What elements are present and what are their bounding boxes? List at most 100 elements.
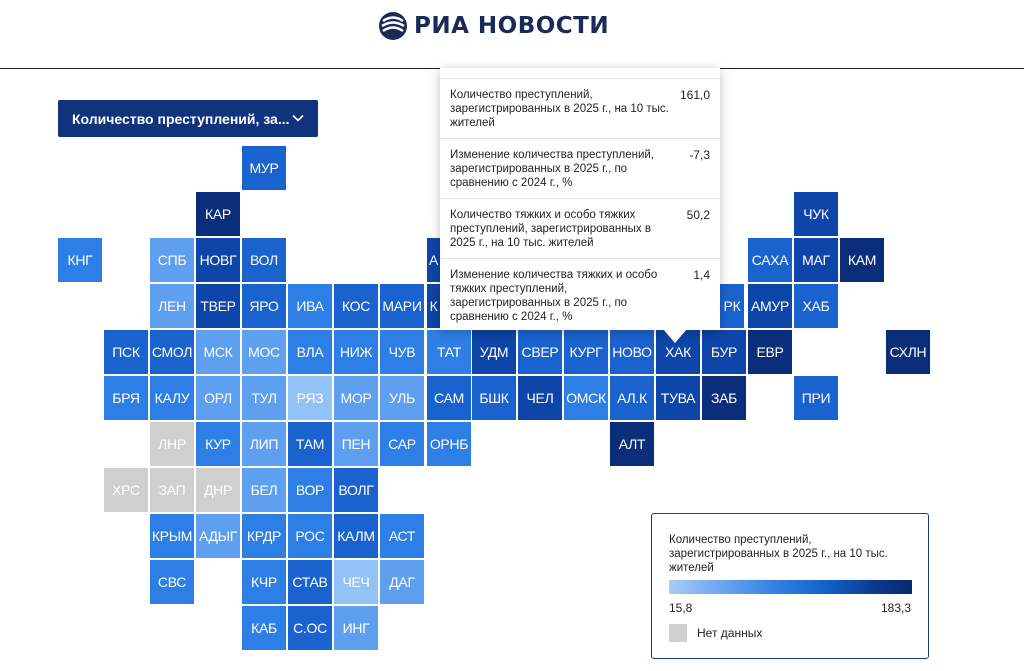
region-tile[interactable]: ПЕН (334, 422, 378, 466)
region-tile[interactable]: А (427, 238, 440, 282)
region-tile[interactable]: САМ (427, 376, 471, 420)
region-tile[interactable]: КАЛМ (334, 514, 378, 558)
region-tile[interactable]: ЗАП (150, 468, 194, 512)
region-tile[interactable]: КЧР (242, 560, 286, 604)
region-tile[interactable]: КАР (196, 192, 240, 236)
region-tile[interactable]: КАМ (840, 238, 884, 282)
region-tile[interactable]: ПСК (104, 330, 148, 374)
region-tile[interactable]: ИНГ (334, 606, 378, 650)
region-tile[interactable]: ТАТ (427, 330, 471, 374)
tooltip-row-value: 161,0 (679, 88, 710, 102)
region-tile[interactable]: БУР (702, 330, 746, 374)
tooltip-row: Изменение количества тяжких и особо тяжк… (440, 258, 720, 331)
region-tile[interactable]: ВОЛ (242, 238, 286, 282)
region-tile[interactable]: МАРИ (380, 284, 424, 328)
legend-title: Количество преступлений, зарегистрирован… (669, 534, 888, 574)
region-tile[interactable]: ЧУК (794, 192, 838, 236)
region-tile[interactable]: РЯЗ (288, 376, 332, 420)
region-tile[interactable]: КУРГ (564, 330, 608, 374)
region-tile[interactable]: ТАМ (288, 422, 332, 466)
region-tile[interactable]: ДНР (196, 468, 240, 512)
region-tile[interactable]: ТВЕР (196, 284, 240, 328)
region-tile[interactable]: НОВО (610, 330, 654, 374)
region-tile[interactable]: АДЫГ (196, 514, 240, 558)
brand-name: РИА НОВОСТИ (414, 13, 610, 39)
region-tile[interactable]: СПБ (150, 238, 194, 282)
indicator-dropdown[interactable]: Количество преступлений, за... (58, 100, 318, 137)
region-tile[interactable]: ЗАБ (702, 376, 746, 420)
region-tile[interactable]: ЧУВ (380, 330, 424, 374)
region-tile[interactable]: КНГ (58, 238, 102, 282)
tooltip-row-label: Изменение количества тяжких и особо тяжк… (450, 269, 658, 323)
ria-logo[interactable]: РИА НОВОСТИ (378, 10, 609, 42)
region-tile[interactable]: ТУВА (656, 376, 700, 420)
region-tile[interactable]: ЧЕЧ (334, 560, 378, 604)
region-tile[interactable]: САР (380, 422, 424, 466)
region-tile[interactable]: МУР (242, 146, 286, 190)
region-tile[interactable]: МОР (334, 376, 378, 420)
region-tile[interactable]: ПРИ (794, 376, 838, 420)
region-tile[interactable]: КУР (196, 422, 240, 466)
region-tile[interactable]: СТАВ (288, 560, 332, 604)
region-tile[interactable]: ОРЛ (196, 376, 240, 420)
region-tile[interactable]: АСТ (380, 514, 424, 558)
region-tile[interactable]: С.ОС (288, 606, 332, 650)
region-tile[interactable]: БШК (472, 376, 516, 420)
region-tile[interactable]: ЯРО (242, 284, 286, 328)
region-tile[interactable]: КАБ (242, 606, 286, 650)
region-tile[interactable]: ХРС (104, 468, 148, 512)
region-tile[interactable]: СВС (150, 560, 194, 604)
region-tile[interactable]: КРДР (242, 514, 286, 558)
region-tile[interactable]: МСК (196, 330, 240, 374)
region-tile[interactable]: МОС (242, 330, 286, 374)
region-tile[interactable]: ТУЛ (242, 376, 286, 420)
region-tile[interactable]: НОВГ (196, 238, 240, 282)
region-tile[interactable]: ЧЕЛ (518, 376, 562, 420)
region-tile[interactable]: КАЛУ (150, 376, 194, 420)
region-tile[interactable]: УДМ (472, 330, 516, 374)
region-tile[interactable]: НИЖ (334, 330, 378, 374)
region-tile[interactable]: АЛ.К (610, 376, 654, 420)
region-tile[interactable]: ВЛА (288, 330, 332, 374)
region-tile[interactable]: КОС (334, 284, 378, 328)
region-tile[interactable]: БЕЛ (242, 468, 286, 512)
region-tile[interactable]: СВЕР (518, 330, 562, 374)
tooltip-row-value: -7,3 (689, 148, 710, 162)
region-tile[interactable]: МАГ (794, 238, 838, 282)
region-tile[interactable]: СХЛН (886, 330, 930, 374)
region-tile[interactable]: РК (720, 284, 744, 328)
region-tile[interactable]: БРЯ (104, 376, 148, 420)
region-tile[interactable]: ЛИП (242, 422, 286, 466)
region-tile[interactable]: АМУР (748, 284, 792, 328)
region-tile[interactable]: РОС (288, 514, 332, 558)
region-tile[interactable]: САХА (748, 238, 792, 282)
ria-logo-icon (379, 12, 407, 40)
region-tile[interactable]: ХАБ (794, 284, 838, 328)
region-tile[interactable]: СМОЛ (150, 330, 194, 374)
region-tile[interactable]: ВОЛГ (334, 468, 378, 512)
tooltip-pointer (663, 329, 687, 343)
region-tile[interactable]: К (427, 284, 440, 328)
region-tile[interactable]: ЛНР (150, 422, 194, 466)
legend-min: 15,8 (669, 601, 693, 615)
region-tile[interactable]: ОМСК (564, 376, 608, 420)
legend-no-data-label: Нет данных (697, 626, 763, 640)
tooltip-row-label: Количество тяжких и особо тяжких преступ… (450, 209, 651, 249)
region-tooltip: Количество преступлений, зарегистрирован… (440, 68, 720, 330)
region-tile[interactable]: АЛТ (610, 422, 654, 466)
region-tile[interactable]: УЛЬ (380, 376, 424, 420)
region-tile[interactable]: ВОР (288, 468, 332, 512)
region-tile[interactable]: ЕВР (748, 330, 792, 374)
region-tile[interactable]: ЛЕН (150, 284, 194, 328)
region-tile[interactable]: ИВА (288, 284, 332, 328)
legend-no-data-swatch (669, 624, 687, 642)
header: РИА НОВОСТИ (0, 0, 1024, 69)
tooltip-row-value: 1,4 (693, 268, 710, 282)
legend-max: 183,3 (880, 601, 911, 615)
tooltip-row-label: Количество преступлений, зарегистрирован… (450, 89, 669, 129)
region-tile[interactable]: ОРНБ (427, 422, 471, 466)
region-tile[interactable]: КРЫМ (150, 514, 194, 558)
tooltip-row: Количество преступлений, зарегистрирован… (440, 78, 720, 139)
region-tile[interactable]: ДАГ (380, 560, 424, 604)
tooltip-row-label: Изменение количества преступлений, зарег… (450, 149, 655, 189)
